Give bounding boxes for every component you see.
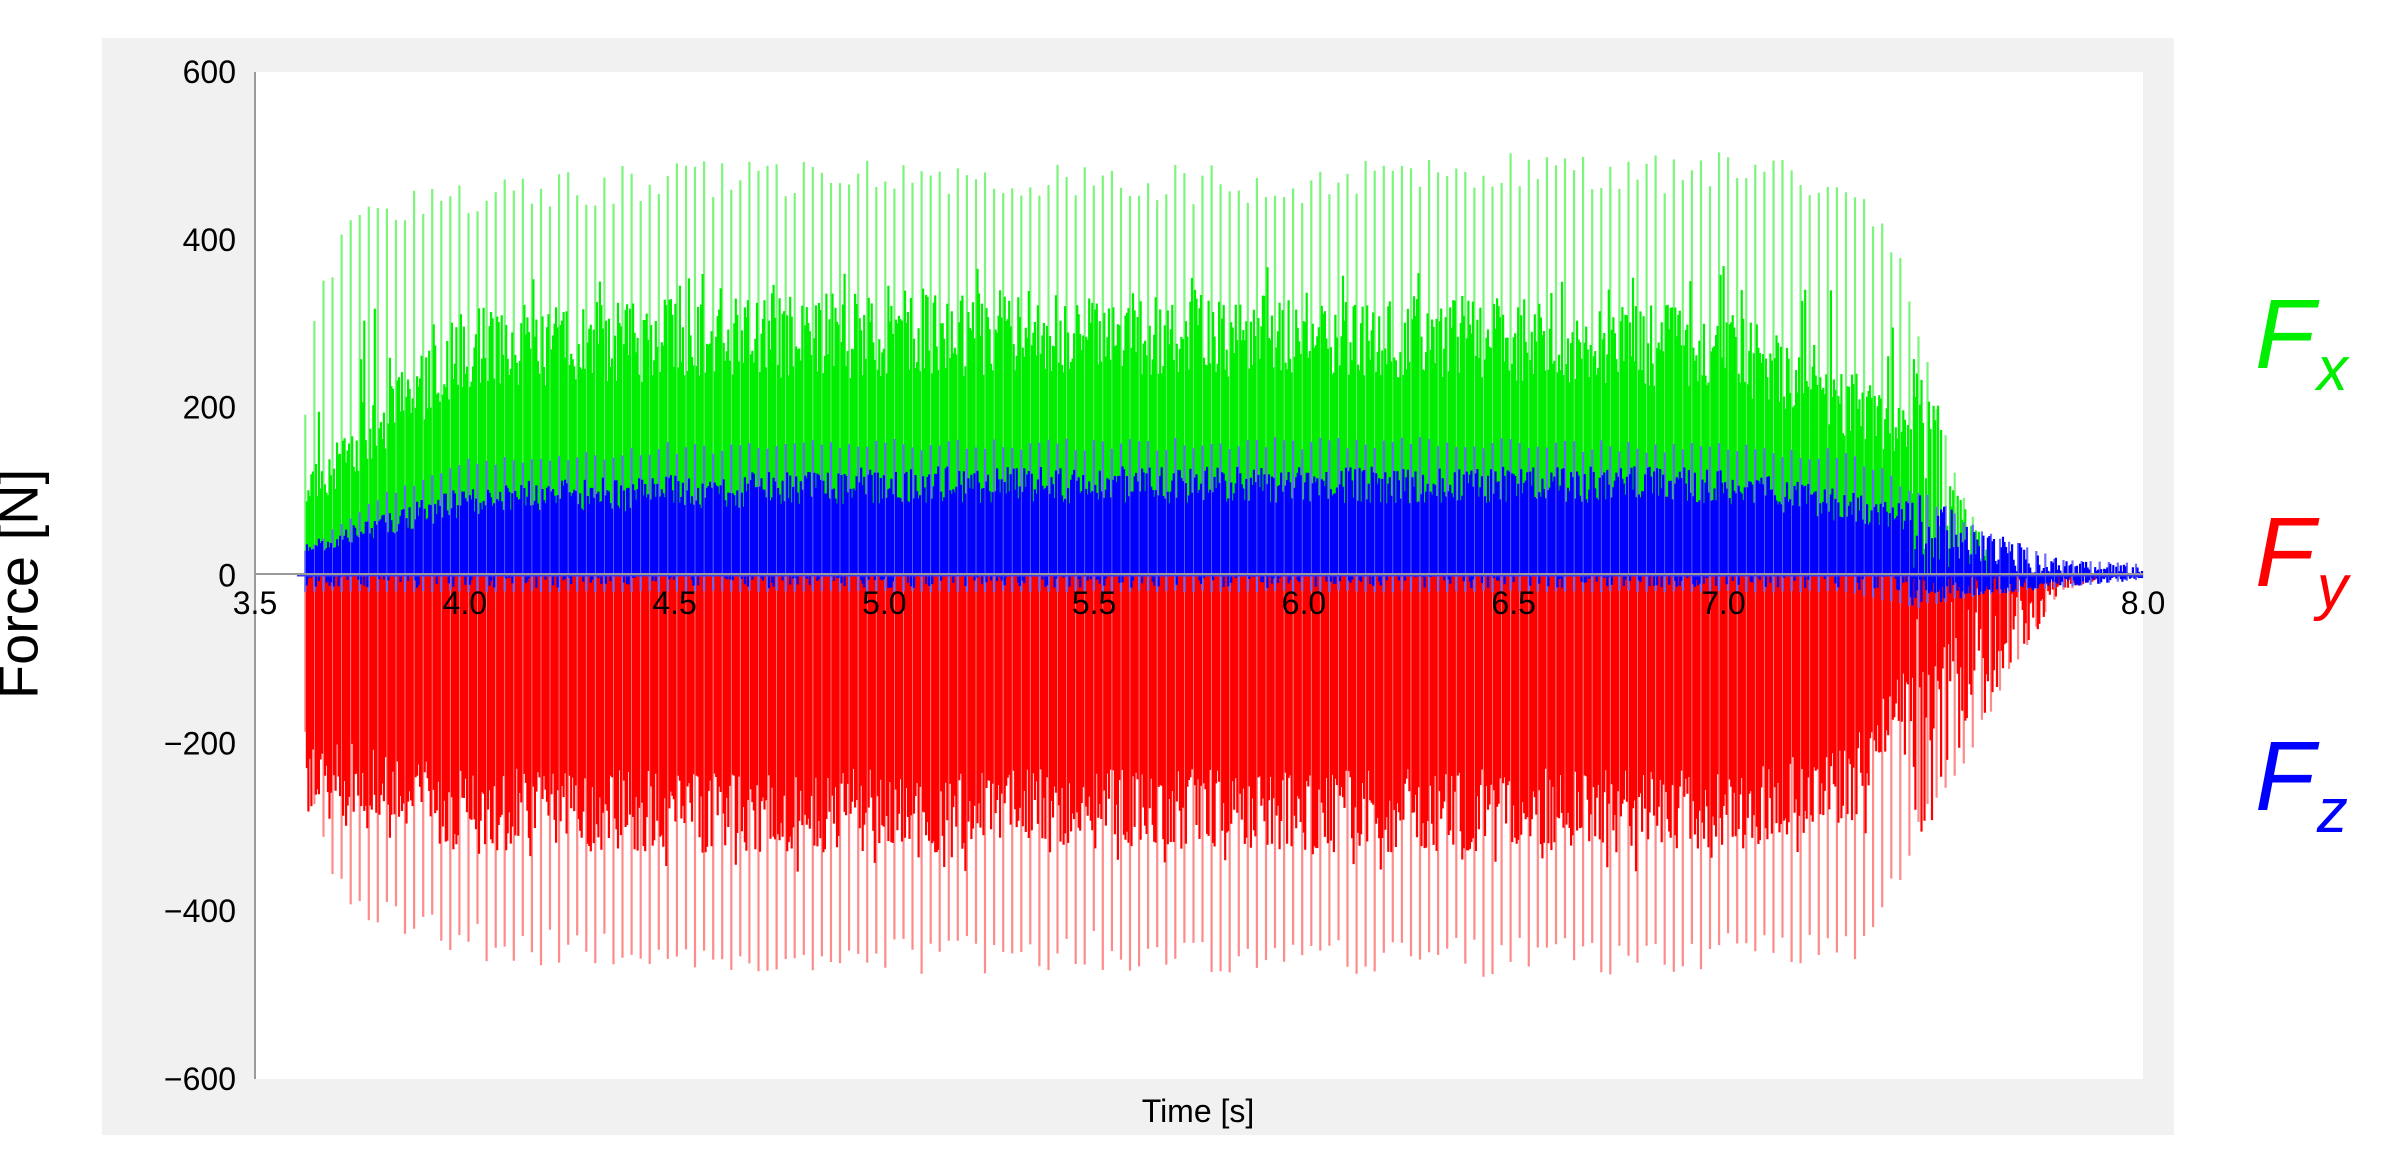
y-tick-label: −600: [164, 1061, 236, 1097]
x-tick-label: 5.0: [862, 585, 906, 621]
legend: Fx Fy Fz: [2255, 0, 2390, 1168]
x-tick-label: 7.0: [1701, 585, 1745, 621]
series-spikes: [304, 437, 2138, 608]
series-spikes: [304, 575, 2101, 977]
legend-item-fz: Fz: [2255, 720, 2348, 847]
series-body: [305, 266, 1997, 576]
legend-item-fy: Fy: [2255, 496, 2348, 623]
series-layer: [296, 152, 2144, 977]
x-tick-label: 6.5: [1491, 585, 1535, 621]
x-axis-label: Time [s]: [1142, 1093, 1255, 1129]
x-tick-label: 5.5: [1072, 585, 1116, 621]
y-tick-label: −400: [164, 893, 236, 929]
y-tick-label: 0: [218, 558, 236, 594]
y-tick-label: 400: [183, 222, 236, 258]
legend-item-fx: Fx: [2255, 278, 2348, 405]
y-tick-labels: 600 400 200 0 −200 −400 −600: [164, 54, 236, 1097]
x-tick-label: 8.0: [2121, 585, 2165, 621]
x-tick-labels: 3.5 4.0 4.5 5.0 5.5 6.0 6.5 7.0 8.0: [233, 585, 2165, 621]
x-tick-label: 4.0: [443, 585, 487, 621]
series-fx: [304, 152, 1997, 576]
legend-fz-sub: z: [2316, 776, 2348, 846]
y-axis-label-wrap: Force [N]: [0, 354, 51, 699]
y-tick-label: −200: [164, 725, 236, 761]
x-tick-label: 3.5: [233, 585, 277, 621]
y-tick-label: 600: [183, 54, 236, 90]
series-fz: [304, 437, 2144, 608]
legend-fz-main: F: [2255, 721, 2315, 831]
series-fy: [304, 575, 2101, 977]
legend-fy-main: F: [2255, 497, 2315, 607]
y-axis-label: Force [N]: [0, 468, 50, 700]
axes-layer: [254, 72, 2143, 1079]
legend-fx-sub: x: [2316, 334, 2348, 404]
legend-fy-sub: y: [2316, 552, 2348, 622]
legend-fx-main: F: [2255, 279, 2315, 389]
series-spikes: [304, 152, 1993, 576]
x-tick-label: 4.5: [652, 585, 696, 621]
y-tick-label: 200: [183, 390, 236, 426]
series-body: [305, 575, 2100, 872]
x-tick-label: 6.0: [1282, 585, 1326, 621]
